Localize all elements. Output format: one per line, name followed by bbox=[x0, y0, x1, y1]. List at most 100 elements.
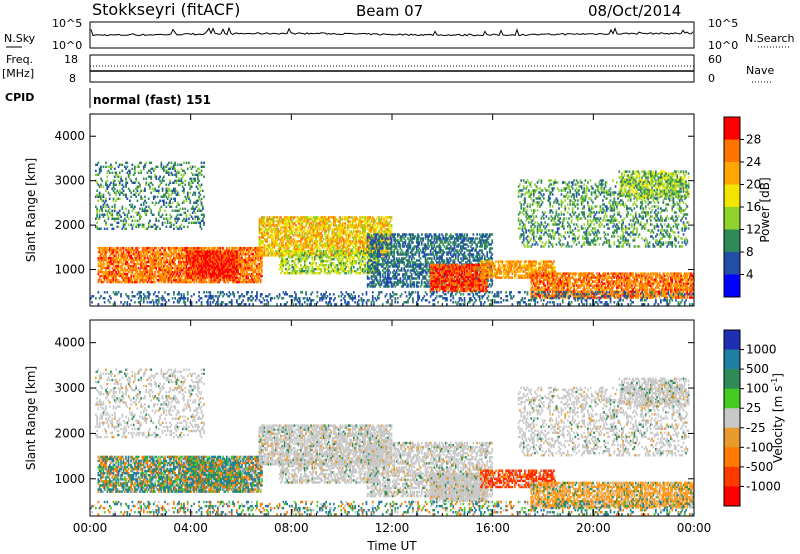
power-cell bbox=[163, 260, 165, 264]
power-cell bbox=[149, 268, 151, 272]
power-cell bbox=[224, 274, 227, 277]
power-cell bbox=[233, 272, 236, 276]
power-cell bbox=[136, 258, 139, 262]
power-cell bbox=[100, 266, 102, 270]
power-cell bbox=[127, 276, 130, 280]
power-cell bbox=[237, 268, 239, 272]
power-cell bbox=[159, 272, 161, 276]
power-cell bbox=[214, 262, 217, 265]
power-cell bbox=[251, 278, 253, 282]
power-cell bbox=[112, 262, 115, 266]
power-cell bbox=[239, 272, 242, 276]
power-cell bbox=[189, 260, 192, 263]
power-cell bbox=[204, 258, 207, 261]
power-cell bbox=[134, 258, 136, 262]
power-cell bbox=[107, 270, 110, 274]
power-cell bbox=[219, 252, 222, 255]
power-cell bbox=[193, 266, 195, 269]
power-cell bbox=[100, 256, 102, 260]
power-cell bbox=[189, 254, 192, 257]
power-cell bbox=[168, 270, 170, 274]
power-cell bbox=[173, 246, 175, 250]
power-cell bbox=[107, 272, 110, 276]
cpid-text: normal (fast) 151 bbox=[93, 93, 211, 107]
power-cell bbox=[149, 248, 151, 252]
power-cell bbox=[98, 254, 101, 258]
power-cell bbox=[215, 268, 218, 271]
power-cell bbox=[188, 252, 190, 255]
power-cell bbox=[161, 252, 164, 256]
power-cell bbox=[243, 258, 246, 262]
power-cell bbox=[242, 258, 244, 262]
power-cell bbox=[159, 268, 161, 272]
power-cell bbox=[122, 248, 125, 252]
power-cell bbox=[135, 195, 137, 198]
power-cell bbox=[215, 266, 218, 269]
power-cell bbox=[195, 248, 198, 252]
power-cell bbox=[244, 260, 247, 264]
power-cell bbox=[156, 256, 159, 260]
power-cell bbox=[165, 256, 168, 260]
power-cell bbox=[126, 248, 129, 252]
power-cell bbox=[179, 256, 181, 260]
power-cell bbox=[218, 278, 220, 282]
power-cell bbox=[217, 272, 219, 276]
power-cell bbox=[186, 276, 189, 279]
power-cell bbox=[131, 272, 134, 276]
power-cell bbox=[135, 270, 137, 274]
power-cell bbox=[214, 276, 217, 279]
power-cell bbox=[117, 274, 120, 278]
power-cell bbox=[185, 274, 188, 277]
power-cell bbox=[160, 276, 163, 280]
power-cell bbox=[149, 264, 151, 268]
power-cell bbox=[180, 163, 183, 166]
power-cell bbox=[218, 272, 220, 275]
power-cell bbox=[229, 250, 232, 253]
power-cell bbox=[194, 177, 197, 180]
power-cell bbox=[217, 256, 219, 259]
power-cell bbox=[193, 268, 195, 271]
power-cell bbox=[108, 264, 111, 268]
power-cell bbox=[199, 189, 202, 192]
power-cell bbox=[209, 252, 212, 255]
power-cell bbox=[208, 250, 210, 253]
power-cell bbox=[116, 250, 119, 254]
power-cell bbox=[207, 276, 209, 279]
power-cell bbox=[124, 213, 126, 216]
power-cell bbox=[164, 276, 166, 280]
power-cell bbox=[142, 270, 145, 274]
power-cell bbox=[179, 254, 181, 258]
power-cell bbox=[228, 246, 231, 250]
power-cell bbox=[152, 264, 155, 268]
power-cell bbox=[234, 270, 237, 274]
power-cell bbox=[141, 264, 144, 268]
power-cell bbox=[124, 276, 126, 280]
power-cell bbox=[198, 217, 200, 220]
power-cell bbox=[259, 280, 262, 284]
power-cell bbox=[149, 254, 151, 258]
power-cell bbox=[229, 278, 232, 282]
power-cell bbox=[108, 280, 111, 284]
power-cell bbox=[113, 276, 116, 280]
power-cell bbox=[180, 264, 183, 268]
power-cell bbox=[246, 266, 248, 270]
power-cell bbox=[161, 278, 164, 282]
power-cell bbox=[183, 280, 185, 284]
power-cell bbox=[191, 258, 194, 261]
power-cell bbox=[178, 203, 180, 206]
power-cell bbox=[210, 272, 213, 275]
power-cell bbox=[132, 248, 135, 252]
power-cell bbox=[111, 280, 114, 284]
power-cell bbox=[130, 195, 132, 198]
power-cell bbox=[100, 183, 102, 186]
power-cell bbox=[339, 272, 341, 275]
power-cell bbox=[218, 270, 220, 273]
power-cell bbox=[183, 256, 185, 260]
power-cell bbox=[175, 266, 178, 270]
power-cell bbox=[213, 254, 215, 257]
power-cell bbox=[145, 177, 148, 180]
power-cell bbox=[225, 256, 228, 259]
power-cell bbox=[155, 266, 158, 270]
power-cell bbox=[164, 209, 166, 212]
power-cell bbox=[121, 246, 124, 250]
